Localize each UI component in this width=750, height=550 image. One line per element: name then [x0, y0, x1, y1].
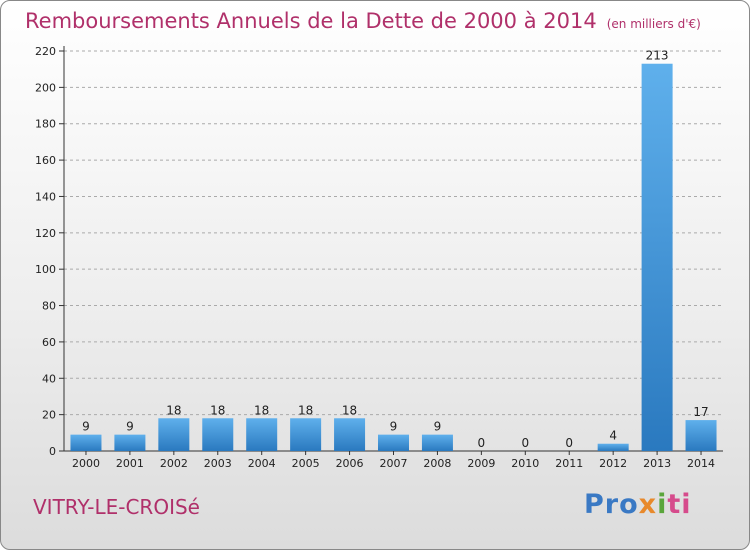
labels: 0204060801001201401601802002209200092001… [35, 45, 715, 470]
x-tick-label-2003: 2003 [204, 457, 232, 470]
bar-2002 [158, 418, 190, 451]
bar-2013 [641, 63, 673, 452]
axes [59, 46, 723, 455]
y-tick-label: 60 [42, 336, 56, 349]
y-tick-label: 200 [35, 81, 56, 94]
y-tick-label: 160 [35, 154, 56, 167]
value-label-2006: 18 [342, 403, 357, 417]
x-tick-label-2010: 2010 [511, 457, 539, 470]
value-label-2000: 9 [82, 420, 90, 434]
value-label-2014: 17 [693, 405, 708, 419]
y-tick-label: 0 [49, 445, 56, 458]
bars [70, 63, 717, 452]
bar-2014 [685, 420, 717, 451]
value-label-2009: 0 [478, 436, 486, 450]
value-label-2001: 9 [126, 420, 134, 434]
chart-title: Remboursements Annuels de la Dette de 20… [25, 9, 701, 33]
bar-2006 [334, 418, 366, 451]
x-tick-label-2012: 2012 [599, 457, 627, 470]
bar-2003 [202, 418, 234, 451]
y-tick-label: 140 [35, 190, 56, 203]
x-tick-label-2013: 2013 [643, 457, 671, 470]
value-label-2010: 0 [521, 436, 529, 450]
value-label-2002: 18 [166, 403, 181, 417]
bar-2005 [290, 418, 322, 451]
x-tick-label-2002: 2002 [160, 457, 188, 470]
place-name: VITRY-LE-CROISé [33, 495, 200, 519]
bar-2001 [114, 434, 146, 451]
y-tick-label: 220 [35, 45, 56, 58]
x-tick-label-2004: 2004 [248, 457, 276, 470]
value-label-2011: 0 [565, 436, 573, 450]
y-tick-label: 20 [42, 409, 56, 422]
x-tick-label-2008: 2008 [423, 457, 451, 470]
chart-subtitle: (en milliers d'€) [606, 17, 701, 31]
y-tick-label: 100 [35, 263, 56, 276]
chart-title-text: Remboursements Annuels de la Dette de 20… [25, 9, 597, 33]
value-label-2013: 213 [646, 49, 669, 63]
value-label-2003: 18 [210, 403, 225, 417]
proxiti-logo: Proxiti [584, 489, 692, 520]
x-tick-label-2007: 2007 [380, 457, 408, 470]
y-tick-label: 120 [35, 227, 56, 240]
bar-2004 [246, 418, 278, 451]
value-label-2007: 9 [390, 420, 398, 434]
bar-2012 [597, 443, 629, 451]
grid-lines [64, 50, 723, 416]
bar-2008 [421, 434, 453, 451]
y-tick-label: 180 [35, 118, 56, 131]
y-tick-label: 80 [42, 300, 56, 313]
x-tick-label-2006: 2006 [336, 457, 364, 470]
x-tick-label-2009: 2009 [467, 457, 495, 470]
value-label-2008: 9 [434, 420, 442, 434]
value-label-2005: 18 [298, 403, 313, 417]
value-label-2004: 18 [254, 403, 269, 417]
bar-2007 [378, 434, 409, 451]
bar-2000 [70, 434, 102, 451]
y-tick-label: 40 [42, 372, 56, 385]
x-tick-label-2014: 2014 [687, 457, 715, 470]
x-tick-label-2000: 2000 [72, 457, 100, 470]
x-tick-label-2011: 2011 [555, 457, 583, 470]
x-tick-label-2001: 2001 [116, 457, 144, 470]
value-label-2012: 4 [609, 429, 617, 443]
x-tick-label-2005: 2005 [292, 457, 320, 470]
